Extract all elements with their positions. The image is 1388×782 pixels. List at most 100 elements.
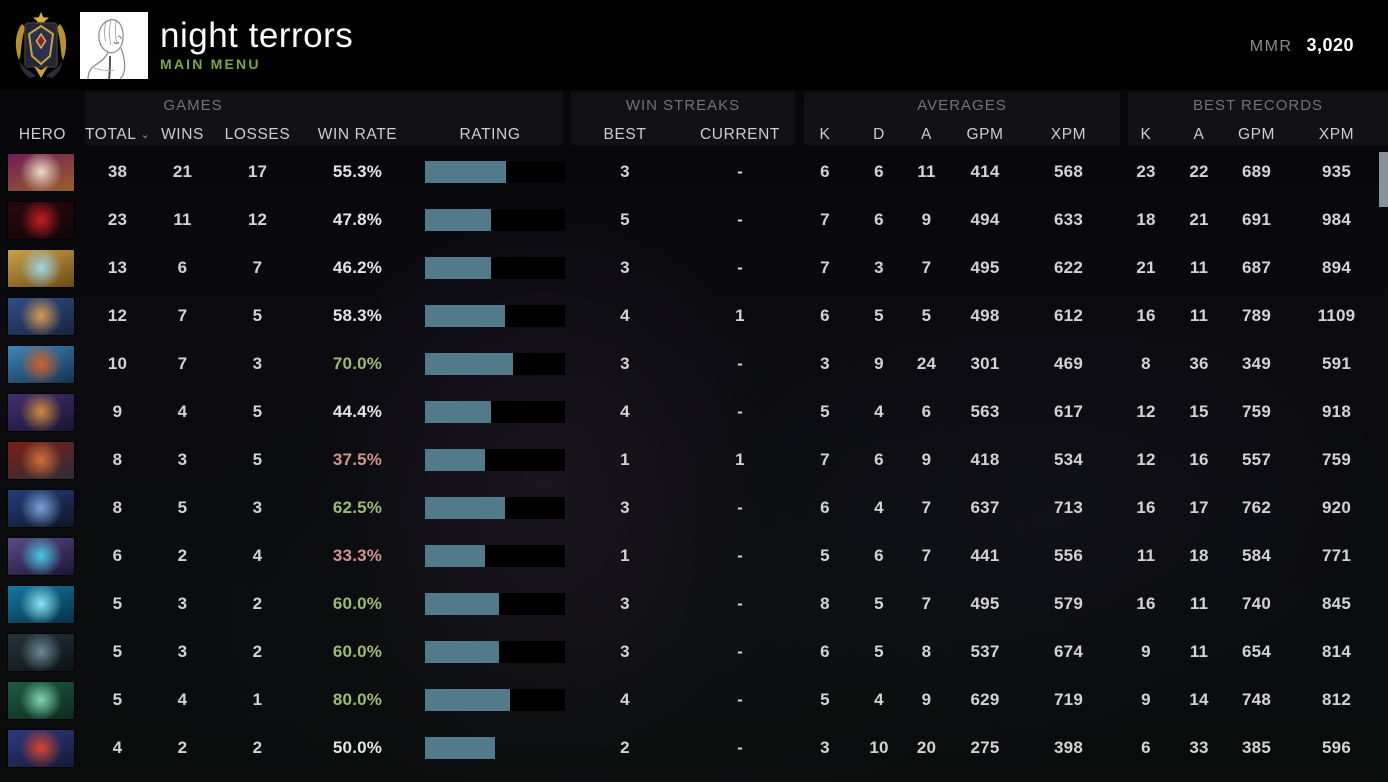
avg-assists-value: 20: [916, 738, 937, 757]
hero-portrait[interactable]: [8, 537, 74, 575]
losses-value: 2: [252, 738, 263, 757]
record-assists-value: 11: [1189, 642, 1209, 661]
avatar-sketch: [80, 11, 148, 79]
current-streak-value: -: [737, 594, 743, 613]
column-header-rating[interactable]: RATING: [459, 126, 521, 143]
hero-portrait[interactable]: [8, 489, 74, 527]
column-header-best[interactable]: BEST: [603, 126, 647, 143]
hero-portrait[interactable]: [8, 633, 74, 671]
column-header-win-rate[interactable]: WIN RATE: [317, 126, 398, 143]
hero-table-row[interactable]: 5 4 1 80.0% 4 - 5 4 9 629 719 9 14 748 8…: [0, 676, 1388, 724]
rating-bar-fill: [425, 497, 505, 519]
hero-table-row[interactable]: 5 3 2 60.0% 3 - 8 5 7 495 579 16 11 740 …: [0, 580, 1388, 628]
record-gpm-value: 789: [1242, 306, 1271, 325]
rating-bar-fill: [425, 257, 491, 279]
total-games-value: 13: [107, 258, 128, 277]
avg-gpm-value: 418: [970, 450, 1000, 469]
record-assists-value: 33: [1189, 738, 1209, 757]
player-avatar[interactable]: [80, 11, 148, 79]
hero-table-row[interactable]: 8 5 3 62.5% 3 - 6 4 7 637 713 16 17 762 …: [0, 484, 1388, 532]
hero-portrait[interactable]: [8, 153, 74, 191]
hero-portrait[interactable]: [8, 249, 74, 287]
current-streak-value: -: [737, 402, 743, 421]
rating-bar: [425, 497, 565, 519]
hero-portrait[interactable]: [8, 681, 74, 719]
win-rate-value: 60.0%: [332, 642, 383, 661]
scrollbar-thumb[interactable]: [1379, 152, 1388, 207]
hero-portrait[interactable]: [8, 729, 74, 767]
avg-assists-value: 7: [921, 546, 932, 565]
column-header-avg-kills[interactable]: K: [819, 126, 831, 143]
rating-bar: [425, 401, 565, 423]
record-kills-value: 6: [1141, 738, 1151, 757]
record-gpm-value: 748: [1242, 690, 1271, 709]
column-header-record-kills[interactable]: K: [1140, 126, 1152, 143]
avg-assists-value: 6: [921, 402, 932, 421]
column-header-record-xpm[interactable]: XPM: [1318, 126, 1355, 143]
record-xpm-value: 920: [1322, 498, 1351, 517]
hero-portrait[interactable]: [8, 345, 74, 383]
hero-table-row[interactable]: 12 7 5 58.3% 4 1 6 5 5 498 612 16 11 789…: [0, 292, 1388, 340]
hero-portrait[interactable]: [8, 297, 74, 335]
hero-table-row[interactable]: 8 3 5 37.5% 1 1 7 6 9 418 534 12 16 557 …: [0, 436, 1388, 484]
column-header-current[interactable]: CURRENT: [700, 126, 780, 143]
hero-table-row[interactable]: 9 4 5 44.4% 4 - 5 4 6 563 617 12 15 759 …: [0, 388, 1388, 436]
hero-table-row[interactable]: 6 2 4 33.3% 1 - 5 6 7 441 556 11 18 584 …: [0, 532, 1388, 580]
main-menu-link[interactable]: MAIN MENU: [160, 55, 261, 72]
avg-assists-value: 5: [921, 306, 932, 325]
column-header-avg-deaths[interactable]: D: [873, 126, 885, 143]
column-header-total[interactable]: TOTAL ⌄: [85, 126, 150, 144]
column-header-record-assists[interactable]: A: [1193, 126, 1205, 143]
avg-kills-value: 6: [820, 498, 830, 517]
rating-bar: [425, 449, 565, 471]
avg-deaths-value: 10: [869, 738, 889, 757]
hero-portrait[interactable]: [8, 441, 74, 479]
best-streak-value: 3: [620, 498, 630, 517]
column-header-record-gpm[interactable]: GPM: [1237, 126, 1276, 143]
avg-gpm-value: 495: [970, 594, 1000, 613]
group-header-best-records: BEST RECORDS: [1192, 97, 1324, 114]
current-streak-value: -: [737, 738, 743, 757]
hero-table-row[interactable]: 4 2 2 50.0% 2 - 3 10 20 275 398 6 33 385…: [0, 724, 1388, 772]
hero-table-row[interactable]: 10 7 3 70.0% 3 - 3 9 24 301 469 8 36 349…: [0, 340, 1388, 388]
hero-portrait[interactable]: [8, 585, 74, 623]
hero-portrait[interactable]: [8, 201, 74, 239]
column-header-wins[interactable]: WINS: [161, 126, 204, 143]
record-xpm-value: 894: [1322, 258, 1351, 277]
column-header-losses[interactable]: LOSSES: [224, 126, 291, 143]
record-assists-value: 11: [1189, 258, 1209, 277]
total-games-value: 6: [112, 546, 123, 565]
avg-kills-value: 7: [820, 450, 830, 469]
hero-table-row[interactable]: 5 3 2 60.0% 3 - 6 5 8 537 674 9 11 654 8…: [0, 628, 1388, 676]
rating-bar: [425, 257, 565, 279]
column-header-avg-gpm[interactable]: GPM: [966, 126, 1004, 143]
losses-value: 12: [247, 210, 268, 229]
group-header-games: GAMES: [163, 97, 223, 114]
record-assists-value: 21: [1189, 210, 1209, 229]
wins-value: 11: [173, 210, 192, 229]
record-xpm-value: 596: [1322, 738, 1351, 757]
avg-assists-value: 9: [921, 210, 932, 229]
hero-table-row[interactable]: 38 21 17 55.3% 3 - 6 6 11 414 568 23 22 …: [0, 148, 1388, 196]
record-kills-value: 8: [1141, 354, 1151, 373]
rating-bar: [425, 353, 565, 375]
avg-assists-value: 8: [921, 642, 932, 661]
hero-table-row[interactable]: 23 11 12 47.8% 5 - 7 6 9 494 633 18 21 6…: [0, 196, 1388, 244]
avg-xpm-value: 674: [1054, 642, 1083, 661]
avg-gpm-value: 441: [970, 546, 1000, 565]
wins-value: 5: [177, 498, 188, 517]
avg-deaths-value: 9: [874, 354, 884, 373]
win-rate-value: 70.0%: [332, 354, 383, 373]
hero-table-row[interactable]: 13 6 7 46.2% 3 - 7 3 7 495 622 21 11 687…: [0, 244, 1388, 292]
record-gpm-value: 689: [1242, 162, 1271, 181]
current-streak-value: -: [737, 258, 743, 277]
column-header-avg-xpm[interactable]: XPM: [1050, 126, 1087, 143]
avg-xpm-value: 398: [1054, 738, 1083, 757]
column-header-avg-assists[interactable]: A: [921, 126, 932, 143]
record-xpm-value: 812: [1322, 690, 1351, 709]
averages-panel: [804, 92, 1120, 145]
current-streak-value: -: [737, 642, 743, 661]
column-header-hero[interactable]: HERO: [18, 126, 67, 143]
hero-portrait[interactable]: [8, 393, 74, 431]
record-assists-value: 18: [1189, 546, 1209, 565]
